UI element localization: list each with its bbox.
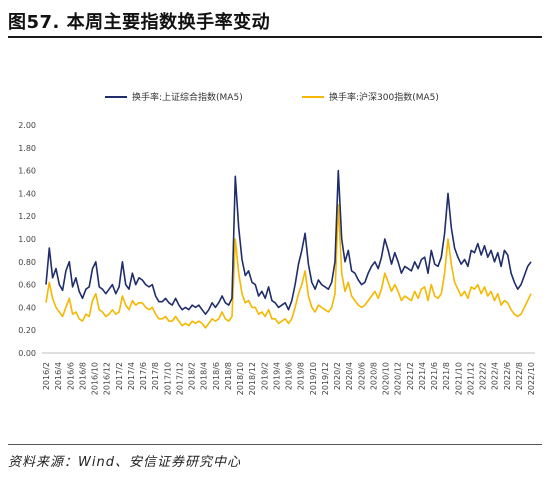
x-tick-label: 2020/12 [394, 362, 403, 395]
x-tick-label: 2022/10 [527, 362, 536, 395]
y-tick-label: 1.40 [18, 189, 36, 198]
x-tick-label: 2017/8 [151, 362, 160, 390]
figure-title: 图57. 本周主要指数换手率变动 [8, 12, 271, 33]
x-tick-label: 2016/10 [91, 362, 100, 395]
x-tick-label: 2017/10 [163, 362, 172, 395]
y-tick-label: 1.60 [18, 167, 36, 176]
x-tick-label: 2019/4 [272, 362, 281, 390]
x-tick-label: 2019/12 [321, 362, 330, 395]
x-tick-label: 2020/8 [369, 362, 378, 390]
x-tick-label: 2022/8 [515, 362, 524, 390]
x-tick-label: 2018/6 [212, 362, 221, 390]
x-tick-label: 2020/6 [357, 362, 366, 390]
x-tick-label: 2020/4 [345, 362, 354, 390]
x-tick-label: 2018/12 [248, 362, 257, 395]
x-tick-label: 2017/2 [115, 362, 124, 390]
x-tick-label: 2022/4 [491, 362, 500, 390]
x-tick-label: 2018/4 [200, 362, 209, 390]
x-tick-label: 2017/4 [127, 362, 136, 390]
x-tick-label: 2016/8 [78, 362, 87, 390]
x-tick-label: 2019/10 [309, 362, 318, 395]
source-divider [8, 444, 542, 445]
x-tick-label: 2018/10 [236, 362, 245, 395]
x-tick-label: 2021/2 [406, 362, 415, 390]
x-tick-label: 2020/2 [333, 362, 342, 390]
x-tick-label: 2016/2 [42, 362, 51, 390]
y-tick-label: 0.00 [18, 349, 36, 358]
x-tick-label: 2016/4 [54, 362, 63, 390]
x-tick-label: 2019/8 [297, 362, 306, 390]
x-tick-label: 2018/2 [188, 362, 197, 390]
y-tick-label: 1.00 [18, 235, 36, 244]
x-tick-label: 2020/10 [382, 362, 391, 395]
x-tick-label: 2021/4 [418, 362, 427, 390]
x-tick-label: 2017/6 [139, 362, 148, 390]
legend-item-shanghai-label: 换手率:上证综合指数(MA5) [132, 91, 243, 103]
y-tick-label: 0.40 [18, 303, 36, 312]
series-line-shanghai [45, 169, 532, 316]
y-tick-label: 0.80 [18, 258, 36, 267]
source-note: 资料来源：Wind、安信证券研究中心 [8, 455, 241, 470]
x-tick-label: 2017/12 [175, 362, 184, 395]
x-tick-label: 2022/6 [503, 362, 512, 390]
y-tick-label: 2.00 [18, 121, 36, 130]
x-tick-label: 2021/10 [454, 362, 463, 395]
y-tick-label: 0.60 [18, 281, 36, 290]
y-tick-label: 1.20 [18, 212, 36, 221]
x-tick-label: 2021/6 [430, 362, 439, 390]
x-tick-label: 2021/12 [466, 362, 475, 395]
x-tick-label: 2019/6 [285, 362, 294, 390]
series-line-csi300 [45, 204, 532, 329]
x-tick-label: 2018/8 [224, 362, 233, 390]
legend-item-csi300-label: 换手率:沪深300指数(MA5) [329, 91, 439, 103]
x-tick-label: 2022/2 [479, 362, 488, 390]
x-tick-label: 2016/12 [103, 362, 112, 395]
y-tick-label: 1.80 [18, 144, 36, 153]
x-tick-label: 2016/6 [66, 362, 75, 390]
x-tick-label: 2021/8 [442, 362, 451, 390]
line-chart: 0.00 0.20 0.40 0.60 0.80 1.00 1.20 1.40 1.60 1.80… [18, 91, 536, 395]
y-tick-label: 0.20 [18, 326, 36, 335]
x-tick-label: 2019/2 [260, 362, 269, 390]
title-underline [8, 36, 542, 38]
